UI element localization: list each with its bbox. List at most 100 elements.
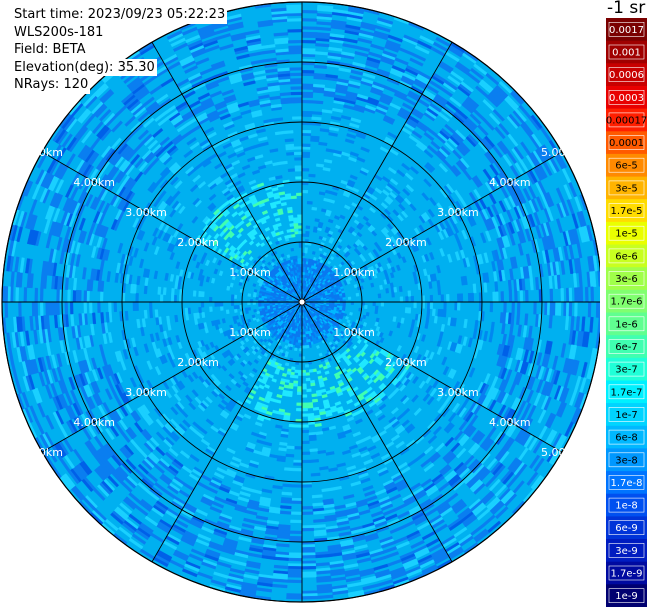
range-bin [294, 157, 303, 161]
range-bin [426, 308, 431, 316]
range-bin [291, 97, 303, 101]
range-bin [398, 285, 403, 292]
range-bin [86, 290, 90, 303]
range-bin [39, 301, 44, 316]
range-bin [209, 306, 213, 312]
range-bin [200, 301, 205, 308]
range-bin [374, 309, 379, 315]
range-bin [313, 256, 317, 261]
range-bin [226, 285, 231, 291]
range-bin [289, 346, 293, 351]
range-bin [124, 310, 129, 321]
range-bin [297, 263, 301, 267]
range-bin [301, 555, 316, 559]
range-bin [306, 200, 313, 205]
range-bin [483, 282, 488, 293]
range-bin [557, 301, 562, 316]
range-bin [230, 301, 235, 306]
range-bin [285, 453, 295, 458]
range-bin [294, 165, 303, 169]
range-bin [301, 83, 314, 88]
range-bin [310, 472, 321, 477]
range-bin [233, 308, 238, 313]
range-bin [253, 289, 258, 293]
range-bin [431, 308, 436, 317]
range-bin [508, 290, 513, 303]
range-bin [305, 372, 310, 376]
range-bin [304, 247, 308, 251]
range-bin [311, 116, 322, 121]
range-bin [97, 301, 101, 313]
range-bin [472, 283, 477, 294]
range-bin [34, 287, 39, 303]
range-bin [184, 307, 189, 315]
range-bin [298, 230, 303, 235]
range-bin [301, 168, 310, 172]
range-bin [64, 301, 69, 315]
range-bin [280, 499, 292, 504]
range-bin [549, 288, 554, 303]
range-bin [170, 294, 175, 303]
range-bin [162, 287, 167, 296]
range-bin [154, 309, 159, 318]
range-bin [292, 217, 298, 221]
range-bin [440, 294, 445, 303]
range-bin [312, 368, 317, 373]
range-bin [294, 347, 298, 352]
range-bin [405, 296, 409, 303]
range-bin [293, 374, 299, 379]
range-bin [355, 292, 360, 297]
range-bin [429, 301, 434, 310]
range-bin [284, 362, 290, 367]
range-bin [362, 314, 367, 320]
range-bin [301, 372, 307, 376]
range-bin [289, 374, 295, 379]
range-bin [149, 309, 154, 319]
range-bin [157, 286, 162, 295]
range-bin [283, 384, 290, 389]
range-bin [301, 459, 311, 464]
range-bin [295, 424, 303, 428]
range-bin [301, 86, 314, 90]
range-bin [301, 91, 314, 96]
range-bin [292, 383, 298, 387]
range-bin [283, 130, 294, 135]
range-bin [296, 345, 300, 349]
range-bin [495, 291, 499, 303]
range-bin [500, 291, 505, 303]
range-bin [385, 288, 390, 294]
range-bin [290, 511, 303, 515]
range-bin [290, 78, 303, 82]
range-bin [301, 451, 311, 455]
range-bin [492, 291, 496, 303]
range-bin [230, 298, 235, 303]
range-bin [247, 293, 252, 297]
range-bin [310, 135, 320, 140]
range-bin [293, 462, 303, 466]
range-bin [312, 406, 320, 411]
range-bin [192, 290, 197, 297]
range-bin [293, 222, 299, 227]
range-bin [308, 369, 314, 373]
range-bin [113, 301, 118, 313]
range-bin [364, 305, 368, 310]
range-bin [301, 356, 306, 360]
range-bin [287, 343, 291, 348]
range-bin [314, 218, 320, 223]
range-bin [399, 296, 404, 303]
range-bin [549, 301, 554, 316]
range-bin [347, 296, 352, 300]
range-bin [311, 206, 318, 211]
range-bin [149, 301, 153, 311]
range-bin [214, 301, 218, 307]
range-bin [297, 386, 303, 390]
range-bin [263, 303, 267, 307]
range-bin [301, 154, 310, 158]
range-bin [456, 293, 461, 303]
range-bin [446, 294, 450, 303]
range-bin [185, 313, 190, 321]
range-bin [294, 168, 303, 172]
range-bin [281, 491, 293, 496]
range-bin [312, 398, 319, 403]
range-bin [304, 250, 308, 254]
